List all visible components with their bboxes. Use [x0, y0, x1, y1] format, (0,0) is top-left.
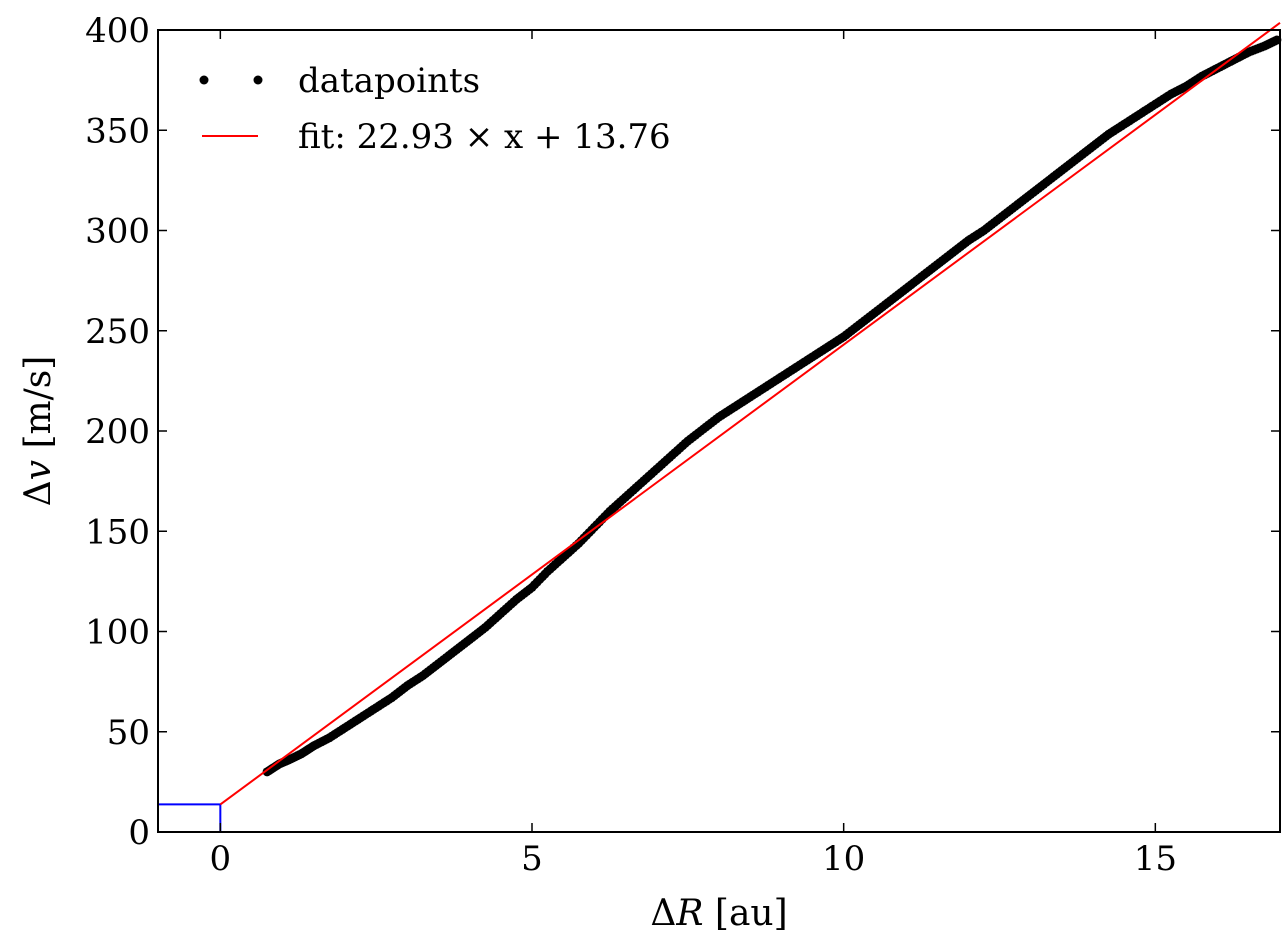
legend-marker-datapoints: [253, 75, 263, 85]
legend: datapoints fit: 22.93 × x + 13.76: [199, 61, 671, 157]
legend-entry-fit: fit: 22.93 × x + 13.76: [298, 117, 671, 157]
y-tick-label: 300: [85, 212, 150, 252]
y-tick-label: 150: [85, 512, 150, 552]
y-tick-label: 100: [85, 613, 150, 653]
legend-entry-datapoints: datapoints: [298, 61, 480, 101]
y-tick-label: 400: [85, 11, 150, 51]
y-tick-label: 50: [107, 713, 150, 753]
y-tick-label: 0: [128, 813, 150, 853]
intercept-guide-line: [158, 803, 222, 832]
y-tick-label: 200: [85, 412, 150, 452]
y-tick-label: 250: [85, 312, 150, 352]
x-axis-label: ΔR [au]: [650, 893, 787, 934]
fit-line: [219, 22, 1281, 806]
x-tick-label: 10: [822, 839, 865, 879]
legend-marker-datapoints: [199, 75, 209, 85]
y-axis-label: Δv [m/s]: [18, 356, 59, 507]
x-tick-label: 15: [1134, 839, 1177, 879]
x-tick-label: 5: [521, 839, 543, 879]
y-tick-label: 350: [85, 111, 150, 151]
x-tick-label: 0: [210, 839, 232, 879]
data-layer: [158, 22, 1282, 832]
